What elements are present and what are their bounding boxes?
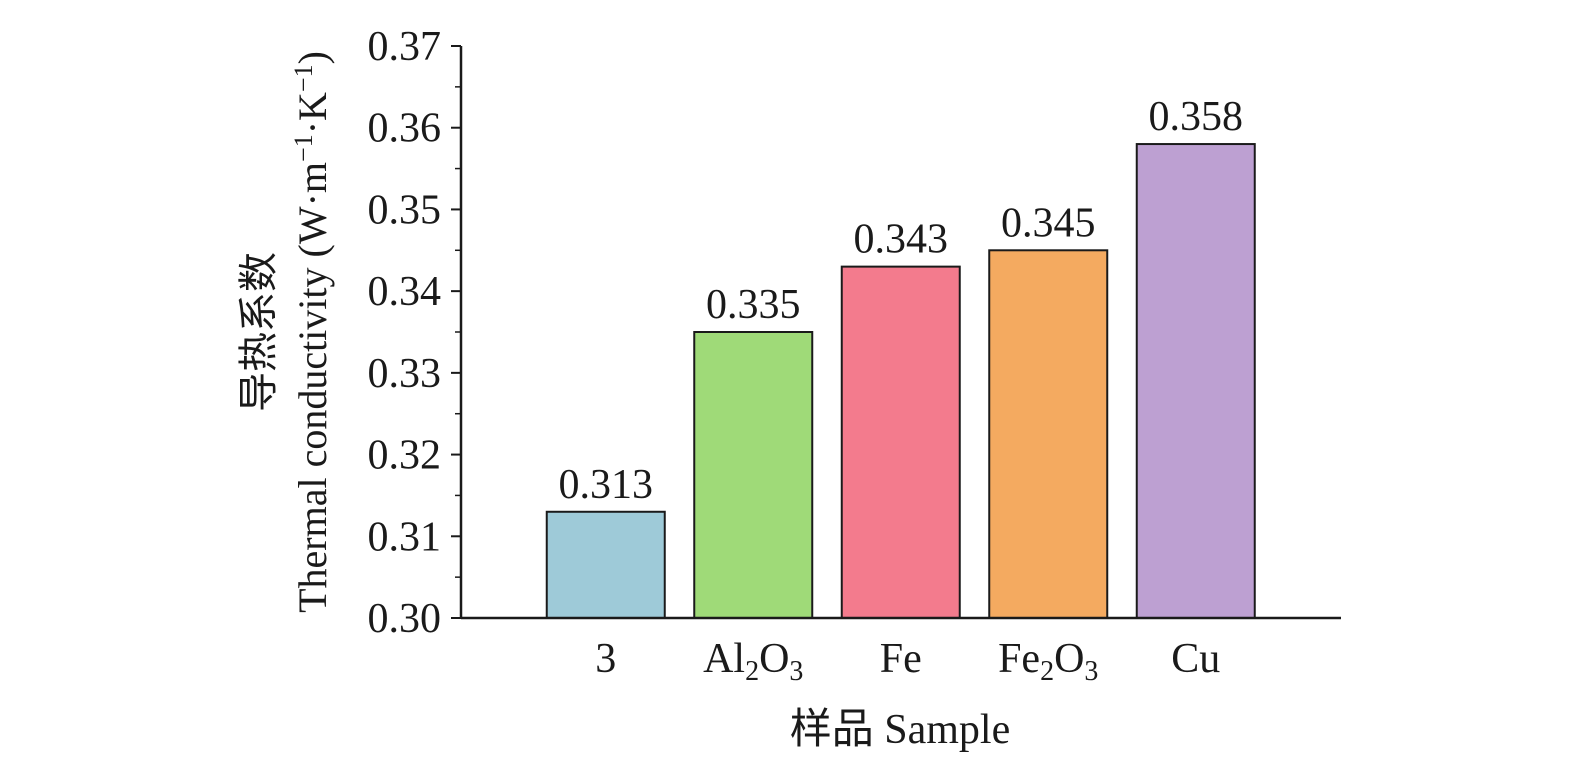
bar	[693, 331, 814, 619]
y-tick-label: 0.37	[368, 24, 442, 70]
y-axis-title: 导热系数 Thermal conductivity (W·m−1·K−1)	[236, 51, 335, 613]
bar-value-label: 0.345	[1001, 200, 1096, 246]
bar	[1135, 143, 1256, 620]
bar-value-label: 0.358	[1149, 94, 1244, 140]
bar	[840, 265, 961, 619]
axes	[459, 46, 1341, 620]
x-tick-label: Al2O3	[703, 636, 803, 687]
y-tick-label: 0.34	[368, 269, 442, 315]
y-tick-label: 0.36	[368, 106, 442, 152]
y-tick-label: 0.33	[368, 351, 442, 397]
y-tick-label: 0.32	[368, 433, 442, 479]
bar-value-label: 0.335	[706, 282, 801, 328]
x-tick-label: 3	[595, 636, 616, 682]
bar	[545, 510, 666, 619]
y-axis-title-cn: 导热系数	[236, 252, 281, 412]
y-tick-label: 0.35	[368, 187, 442, 233]
y-axis-title-en: Thermal conductivity (W·m	[290, 162, 335, 613]
bar-value-label: 0.313	[559, 462, 654, 508]
y-axis-title-sup2: −1	[289, 64, 318, 92]
y-axis-title-mid: ·K	[290, 92, 335, 134]
x-axis-title: 样品 Sample	[790, 707, 1010, 753]
bar	[988, 249, 1109, 620]
x-tick-label: Fe2O3	[998, 636, 1098, 687]
x-tick-label: Cu	[1171, 636, 1220, 682]
bar-value-label: 0.343	[854, 217, 949, 263]
bars: 0.313 0.335 0.343 0.345 0.358	[545, 94, 1256, 620]
y-tick-label: 0.31	[368, 514, 442, 560]
y-tick-label: 0.30	[368, 596, 442, 642]
x-tick-label: Fe	[880, 636, 922, 682]
svg-text:导热系数: 导热系数	[236, 252, 281, 412]
y-axis-title-sup1: −1	[289, 134, 318, 162]
x-tick-labels: 3 Al2O3 Fe Fe2O3 Cu	[595, 636, 1220, 687]
y-ticks: 0.30 0.31 0.32 0.33 0.34 0.35 0.36 0.37	[368, 24, 461, 642]
svg-text:Thermal conductivity (W·m−1·K−: Thermal conductivity (W·m−1·K−1)	[289, 51, 336, 613]
y-axis-title-suffix: )	[290, 51, 335, 64]
